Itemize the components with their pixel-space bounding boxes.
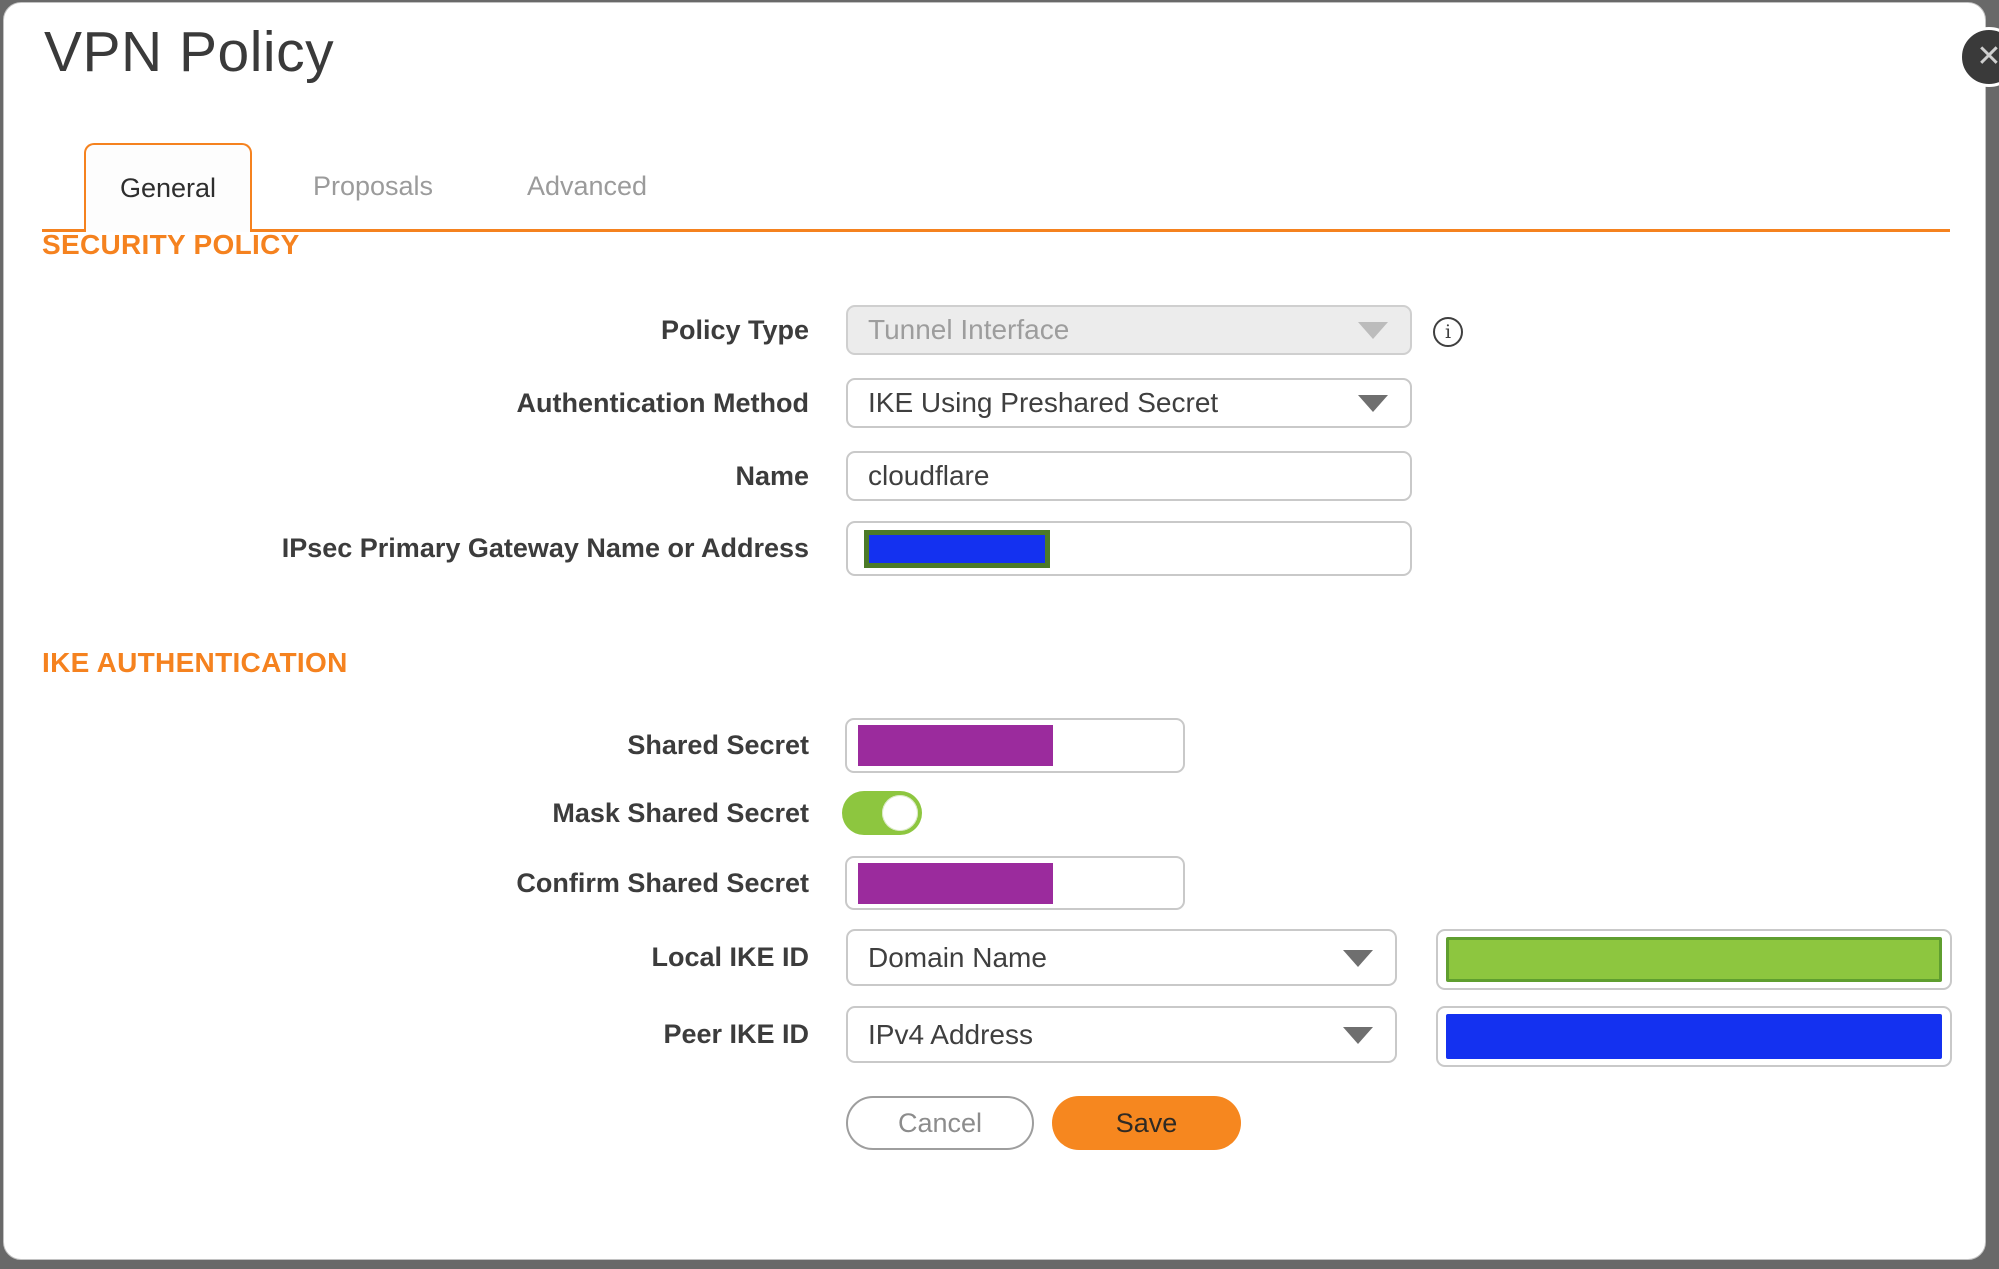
peer-ike-id-type-value: IPv4 Address	[868, 1018, 1033, 1050]
peer-ike-id-type-select[interactable]: IPv4 Address	[846, 1006, 1397, 1063]
authentication-method-select[interactable]: IKE Using Preshared Secret	[846, 378, 1412, 428]
tab-underline	[42, 229, 1950, 232]
save-button-label: Save	[1115, 1107, 1178, 1138]
local-ike-id-label: Local IKE ID	[651, 942, 809, 972]
local-ike-id-type-value: Domain Name	[868, 941, 1047, 973]
local-ike-id-redacted-value	[1446, 937, 1942, 982]
chevron-down-icon	[1343, 949, 1373, 967]
cancel-button[interactable]: Cancel	[846, 1096, 1034, 1150]
chevron-down-icon	[1358, 395, 1388, 412]
tab-advanced[interactable]: Advanced	[487, 143, 687, 229]
gateway-input[interactable]	[846, 521, 1412, 576]
peer-ike-id-label: Peer IKE ID	[663, 1019, 809, 1049]
confirm-shared-secret-input[interactable]	[845, 856, 1185, 910]
gateway-label: IPsec Primary Gateway Name or Address	[281, 533, 809, 563]
shared-secret-redacted-value	[858, 725, 1053, 766]
name-label: Name	[735, 461, 809, 491]
shared-secret-label: Shared Secret	[627, 730, 809, 760]
close-icon: ✕	[1976, 40, 1999, 73]
authentication-method-label: Authentication Method	[516, 388, 809, 418]
chevron-down-icon	[1343, 1026, 1373, 1044]
section-ike-authentication: IKE AUTHENTICATION	[42, 647, 348, 678]
policy-type-select[interactable]: Tunnel Interface	[846, 305, 1412, 355]
section-security-policy: SECURITY POLICY	[42, 229, 300, 260]
local-ike-id-type-select[interactable]: Domain Name	[846, 929, 1397, 986]
policy-type-value: Tunnel Interface	[868, 314, 1070, 345]
name-input[interactable]: cloudflare	[846, 451, 1412, 501]
confirm-shared-secret-label: Confirm Shared Secret	[516, 868, 809, 898]
info-icon[interactable]: i	[1433, 317, 1463, 347]
local-ike-id-value-input[interactable]	[1436, 929, 1952, 990]
close-button[interactable]: ✕	[1959, 27, 1999, 87]
chevron-down-icon	[1358, 322, 1388, 339]
tab-advanced-label: Advanced	[526, 170, 648, 201]
mask-shared-secret-toggle[interactable]	[842, 791, 922, 835]
cancel-button-label: Cancel	[897, 1107, 983, 1138]
toggle-knob	[882, 795, 918, 831]
save-button[interactable]: Save	[1052, 1096, 1241, 1150]
tab-general-label: General	[119, 173, 217, 203]
gateway-redacted-value	[864, 529, 1050, 568]
confirm-shared-secret-redacted-value	[858, 862, 1053, 904]
peer-ike-id-value-input[interactable]	[1436, 1006, 1952, 1067]
dialog-title: VPN Policy	[44, 20, 335, 84]
peer-ike-id-redacted-value	[1446, 1014, 1942, 1059]
name-value: cloudflare	[868, 460, 990, 491]
mask-shared-secret-label: Mask Shared Secret	[552, 798, 809, 828]
authentication-method-value: IKE Using Preshared Secret	[868, 387, 1219, 418]
shared-secret-input[interactable]	[845, 718, 1185, 773]
tab-proposals-label: Proposals	[312, 170, 434, 201]
policy-type-label: Policy Type	[660, 315, 809, 345]
tab-general[interactable]: General	[84, 143, 252, 232]
tab-proposals[interactable]: Proposals	[273, 143, 473, 229]
vpn-policy-dialog: VPN Policy General Proposals Advanced SE…	[3, 2, 1986, 1260]
